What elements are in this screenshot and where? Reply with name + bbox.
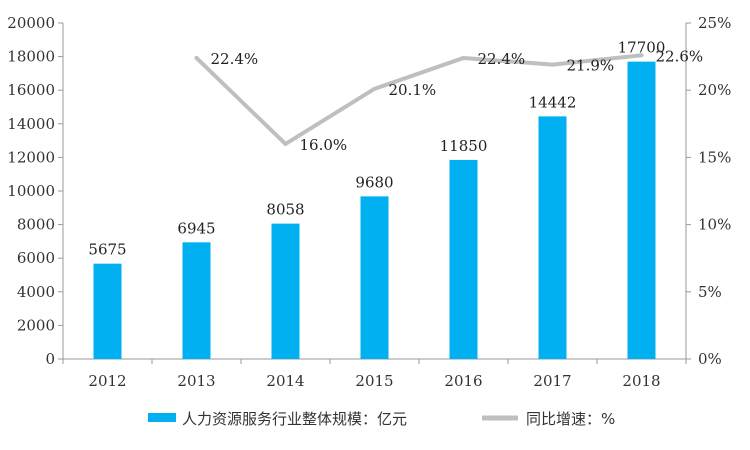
line-data-label: 16.0%: [300, 136, 348, 154]
bar: [360, 196, 389, 359]
line-point: [639, 53, 644, 58]
x-tick-label: 2015: [355, 372, 393, 390]
y-left-tick-label: 14000: [7, 115, 55, 133]
legend-label-line: 同比增速：%: [526, 410, 615, 428]
bar-data-label: 9680: [355, 173, 393, 191]
bar: [627, 61, 656, 359]
legend: 人力资源服务行业整体规模：亿元 同比增速：%: [148, 410, 615, 428]
x-tick-label: 2018: [622, 372, 660, 390]
bar: [538, 116, 567, 360]
plot-area: 0 2000 4000 6000 8000 10000 12000 14000 16000 180…: [7, 14, 731, 390]
bar: [271, 223, 300, 359]
y-left-tick-label: 12000: [7, 148, 55, 166]
y-left-tick-label: 18000: [7, 48, 55, 66]
line-point: [194, 55, 199, 60]
line-data-label: 22.4%: [211, 50, 259, 68]
y-right-tick-label: 15%: [698, 148, 731, 166]
bar: [182, 242, 211, 359]
y-right-tick-label: 10%: [698, 216, 731, 234]
y-left-tick-label: 0: [45, 350, 55, 368]
x-tick-label: 2017: [533, 372, 571, 390]
growth-rate-line: [194, 53, 644, 146]
bar: [93, 263, 122, 359]
y-left-tick-label: 8000: [17, 216, 55, 234]
y-right-tick-label: 5%: [698, 283, 722, 301]
line-point: [283, 141, 288, 146]
x-tick-label: 2014: [266, 372, 304, 390]
line-point: [372, 86, 377, 91]
line-point: [550, 62, 555, 67]
line-data-label: 21.9%: [567, 57, 615, 75]
bar: [449, 159, 478, 359]
line-data-label: 20.1%: [389, 81, 437, 99]
bar-data-label: 6945: [177, 219, 215, 237]
y-left-tick-label: 6000: [17, 249, 55, 267]
line-point: [461, 55, 466, 60]
line-data-label: 22.4%: [478, 50, 526, 68]
y-right-tick-label: 20%: [698, 81, 731, 99]
x-tick-label: 2012: [88, 372, 126, 390]
y-left-tick-label: 2000: [17, 316, 55, 334]
bar-data-label: 8058: [266, 201, 304, 219]
x-tick-label: 2013: [177, 372, 215, 390]
y-left-tick-label: 10000: [7, 182, 55, 200]
y-left-tick-label: 16000: [7, 81, 55, 99]
legend-label-bar: 人力资源服务行业整体规模：亿元: [182, 410, 407, 428]
y-left-tick-label: 4000: [17, 283, 55, 301]
y-left-tick-label: 20000: [7, 14, 55, 32]
bar-data-label: 5675: [88, 241, 126, 259]
bar-data-label: 11850: [440, 137, 488, 155]
y-right-tick-label: 0%: [698, 350, 722, 368]
bar-data-label: 17700: [618, 39, 666, 57]
x-tick-label: 2016: [444, 372, 482, 390]
y-right-tick-label: 25%: [698, 14, 731, 32]
bar-data-label: 14442: [529, 93, 577, 111]
legend-swatch-bar: [148, 413, 176, 422]
line-data-label: 22.6%: [656, 47, 704, 65]
